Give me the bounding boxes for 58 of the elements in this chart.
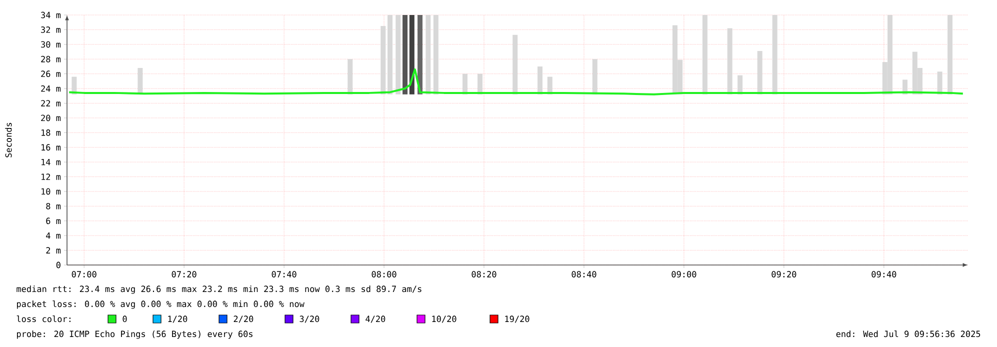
bar bbox=[772, 14, 778, 94]
text: median rtt: 23.4 ms avg 26.6 ms max 23.2 ms min 23.3 ms now 0.3 ms sd 89.7 am/s bbox=[16, 286, 422, 294]
bar bbox=[433, 14, 438, 94]
bar bbox=[409, 14, 414, 94]
y-tick-label: 8 m bbox=[46, 202, 61, 210]
y-tick-label: 2 m bbox=[46, 247, 61, 254]
text: packet loss: 0.00 % avg 0.00 % max 0.00 % min 0.00 % now bbox=[17, 300, 304, 309]
bar bbox=[937, 72, 942, 94]
bar bbox=[702, 14, 708, 94]
x-tick-label: 07:20 bbox=[172, 271, 196, 278]
legend-label: 19/20 bbox=[505, 316, 530, 323]
x-tick-label: 08:20 bbox=[472, 271, 496, 278]
bar bbox=[462, 74, 468, 94]
bar bbox=[727, 28, 732, 94]
y-tick-label: 22 m bbox=[41, 100, 61, 106]
y-tick-label: 16 m bbox=[42, 144, 61, 151]
legend-label: 1/20 bbox=[168, 316, 188, 323]
bar bbox=[592, 59, 598, 94]
y-tick-label: 34 m bbox=[41, 12, 61, 18]
y-tick-label: 28 m bbox=[41, 56, 61, 62]
legend-label: 2/20 bbox=[234, 316, 254, 323]
x-tick-label: 07:40 bbox=[272, 271, 296, 278]
y-tick-label: 12 m bbox=[42, 174, 61, 180]
y-tick-label: 20 m bbox=[41, 114, 61, 122]
y-tick-label: 30 m bbox=[41, 41, 61, 48]
x-tick-label: 09:40 bbox=[872, 271, 896, 278]
bar bbox=[757, 51, 762, 94]
bar bbox=[388, 14, 393, 94]
legend-title: loss color: bbox=[16, 315, 70, 322]
bar bbox=[537, 66, 542, 94]
y-tick-label: 18 m bbox=[42, 129, 61, 136]
x-tick-label: 09:20 bbox=[772, 271, 796, 278]
y-axis-title: Seconds bbox=[5, 122, 12, 158]
x-tick-label: 09:00 bbox=[672, 271, 696, 278]
y-tick-label: 24 m bbox=[41, 85, 61, 92]
bar bbox=[418, 14, 423, 94]
y-tick-label: 10 m bbox=[42, 188, 61, 195]
y-tick-label: 26 m bbox=[41, 70, 61, 78]
text: end: Wed Jul 9 09:56:36 2025 bbox=[836, 330, 980, 338]
x-tick-label: 07:00 bbox=[72, 271, 96, 278]
text: probe: 20 ICMP Echo Pings (56 Bytes) every 60s bbox=[17, 330, 252, 339]
legend-label: 4/20 bbox=[366, 316, 386, 323]
bar bbox=[396, 14, 401, 94]
legend-label: 3/20 bbox=[300, 316, 320, 323]
x-tick-label: 08:00 bbox=[372, 271, 396, 278]
bar bbox=[348, 59, 353, 94]
bar bbox=[512, 34, 518, 94]
legend-label: 0 bbox=[122, 316, 127, 322]
y-tick-label: 0 bbox=[56, 262, 60, 268]
bar bbox=[138, 68, 143, 94]
y-tick-label: 6 m bbox=[46, 218, 61, 224]
bar bbox=[380, 26, 386, 94]
x-tick-label: 08:40 bbox=[572, 271, 596, 278]
y-tick-label: 32 m bbox=[41, 26, 61, 33]
bar bbox=[947, 14, 952, 94]
y-tick-label: 14 m bbox=[42, 158, 61, 166]
y-tick-label: 4 m bbox=[46, 232, 61, 239]
legend-label: 10/20 bbox=[432, 316, 456, 323]
